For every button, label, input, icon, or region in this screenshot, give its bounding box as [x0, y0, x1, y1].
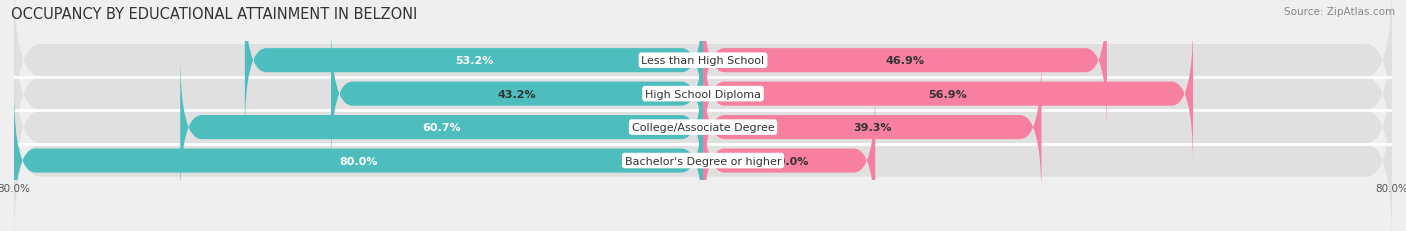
Text: 43.2%: 43.2%: [498, 89, 536, 99]
Text: 56.9%: 56.9%: [928, 89, 967, 99]
Text: 53.2%: 53.2%: [454, 56, 494, 66]
Text: 46.9%: 46.9%: [886, 56, 925, 66]
Text: 20.0%: 20.0%: [770, 156, 808, 166]
FancyBboxPatch shape: [245, 0, 703, 132]
Text: 60.7%: 60.7%: [422, 123, 461, 133]
Text: Less than High School: Less than High School: [641, 56, 765, 66]
FancyBboxPatch shape: [703, 56, 1042, 199]
Text: OCCUPANCY BY EDUCATIONAL ATTAINMENT IN BELZONI: OCCUPANCY BY EDUCATIONAL ATTAINMENT IN B…: [11, 7, 418, 22]
FancyBboxPatch shape: [14, 44, 1392, 212]
FancyBboxPatch shape: [14, 0, 1392, 145]
Text: Source: ZipAtlas.com: Source: ZipAtlas.com: [1284, 7, 1395, 17]
Text: 80.0%: 80.0%: [339, 156, 378, 166]
FancyBboxPatch shape: [703, 23, 1194, 166]
FancyBboxPatch shape: [14, 90, 703, 231]
Text: College/Associate Degree: College/Associate Degree: [631, 123, 775, 133]
FancyBboxPatch shape: [14, 77, 1392, 231]
FancyBboxPatch shape: [14, 10, 1392, 178]
FancyBboxPatch shape: [703, 0, 1107, 132]
FancyBboxPatch shape: [180, 56, 703, 199]
Text: Bachelor's Degree or higher: Bachelor's Degree or higher: [624, 156, 782, 166]
FancyBboxPatch shape: [330, 23, 703, 166]
FancyBboxPatch shape: [703, 90, 875, 231]
Text: High School Diploma: High School Diploma: [645, 89, 761, 99]
Text: 39.3%: 39.3%: [853, 123, 891, 133]
